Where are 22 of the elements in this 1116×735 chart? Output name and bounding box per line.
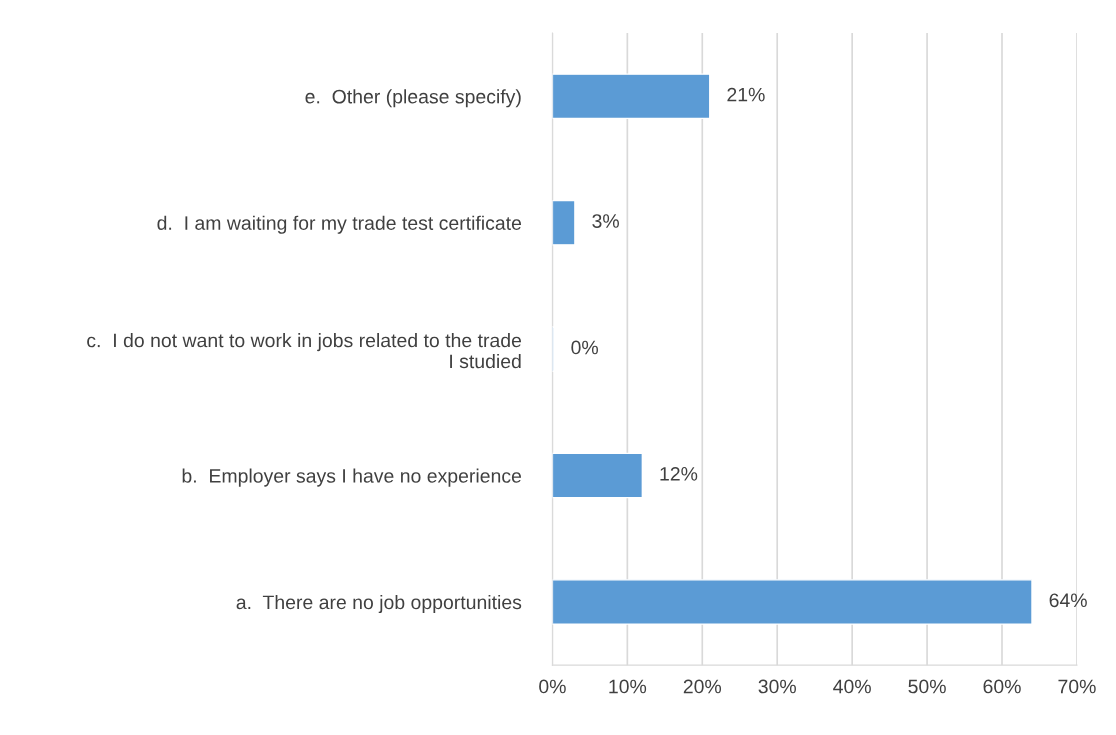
x-tick-label: 30% [758, 679, 796, 694]
y-tick-label: e. Other (please specify) [305, 89, 521, 108]
data-label: 3% [592, 214, 619, 228]
x-tick-label: 10% [609, 679, 647, 694]
bar [552, 579, 1033, 625]
bar [552, 199, 576, 246]
x-tick-label: 0% [539, 679, 566, 694]
y-tick-label: a. There are no job opportunities [236, 594, 522, 614]
x-tick-label: 40% [833, 679, 871, 694]
y-tick-label: d. I am waiting for my trade test certificate [157, 215, 522, 234]
x-tick-label: 20% [683, 679, 722, 694]
data-label: 0% [571, 340, 598, 355]
x-tick-label: 60% [983, 679, 1021, 694]
data-label: 21% [727, 87, 765, 102]
x-tick-label: 50% [908, 679, 946, 694]
y-tick-label: b. Employer says I have no experience [182, 468, 522, 487]
bar [552, 73, 711, 120]
data-label: 64% [1049, 593, 1087, 608]
x-tick-label: 70% [1058, 679, 1096, 694]
data-label: 12% [660, 467, 698, 481]
y-tick-label: c. I do not want to work in jobs related to the trade I studied [87, 333, 522, 369]
bar [552, 452, 644, 499]
